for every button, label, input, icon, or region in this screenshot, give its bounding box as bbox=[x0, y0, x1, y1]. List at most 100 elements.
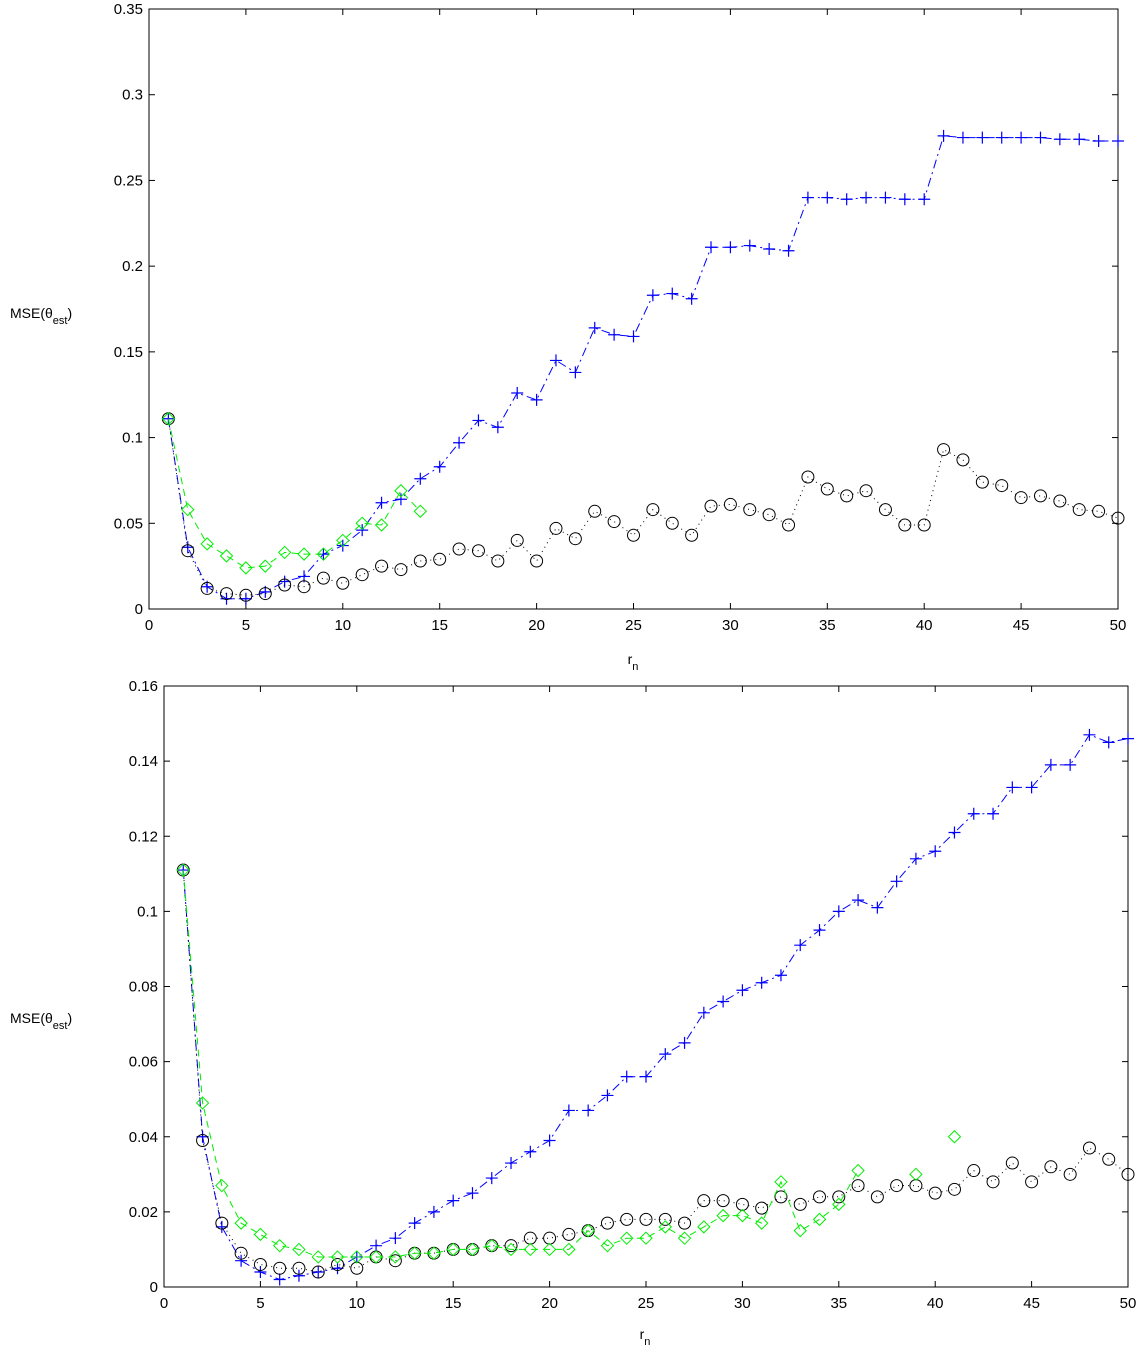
plus-point bbox=[370, 1239, 383, 1252]
plus-point bbox=[879, 191, 892, 204]
plus-point bbox=[235, 1254, 248, 1267]
diamond-point bbox=[195, 1096, 210, 1110]
circle-point bbox=[917, 518, 931, 532]
plus-point bbox=[956, 131, 969, 144]
x-tick-label: 20 bbox=[528, 617, 545, 634]
plus-point bbox=[511, 387, 524, 399]
plus-point bbox=[336, 539, 349, 552]
circle-point bbox=[1025, 1175, 1039, 1189]
plus-point bbox=[408, 1217, 421, 1230]
circle-point bbox=[239, 588, 253, 602]
plus-point bbox=[292, 1269, 305, 1282]
plus-point bbox=[646, 289, 659, 302]
plus-point bbox=[273, 1273, 286, 1286]
diamond-point bbox=[272, 1238, 287, 1253]
circle-point bbox=[316, 571, 330, 585]
plus-point bbox=[832, 905, 845, 918]
diamond-point bbox=[258, 559, 272, 573]
circle-point bbox=[491, 554, 505, 568]
plus-point bbox=[724, 241, 737, 254]
plus-point bbox=[852, 894, 865, 907]
series-layer bbox=[161, 129, 1125, 605]
diamond-point bbox=[697, 1220, 711, 1234]
circle-point bbox=[697, 1194, 711, 1208]
x-tick-label: 25 bbox=[638, 1295, 655, 1312]
circle-point bbox=[471, 544, 485, 558]
plus-point bbox=[1122, 732, 1134, 745]
circle-point bbox=[1072, 503, 1086, 517]
y-tick-label: 0.08 bbox=[129, 979, 158, 996]
diamond-point bbox=[851, 1163, 865, 1178]
plus-point bbox=[1102, 736, 1115, 749]
diamond-point bbox=[336, 533, 350, 548]
diamond-point bbox=[581, 1223, 595, 1238]
diamond-point bbox=[239, 561, 253, 575]
series-diamond bbox=[161, 412, 428, 575]
series-line bbox=[167, 418, 421, 569]
series-plus bbox=[177, 728, 1134, 1286]
diamond-point bbox=[523, 1242, 538, 1257]
x-axis-label: rn bbox=[628, 651, 639, 673]
circle-point bbox=[549, 521, 563, 535]
y-tick-label: 0.15 bbox=[114, 344, 143, 361]
diamond-point bbox=[639, 1231, 653, 1245]
diamond-point bbox=[716, 1208, 730, 1223]
diamond-point bbox=[277, 545, 292, 560]
series-diamond bbox=[176, 863, 962, 1264]
circle-point bbox=[600, 1216, 614, 1230]
plus-point bbox=[717, 995, 730, 1008]
axes: 0 5 10 15 20 25 30 35 40 45 50 0 0.02 0.04 0.06 0.08 0.1… bbox=[129, 678, 1137, 1312]
plus-point bbox=[860, 191, 873, 204]
diamond-point bbox=[793, 1223, 807, 1238]
circle-point bbox=[394, 563, 408, 577]
plus-point bbox=[1073, 133, 1086, 146]
plus-point bbox=[1053, 133, 1066, 146]
circle-point bbox=[762, 508, 776, 522]
y-tick-label: 0.1 bbox=[122, 430, 143, 447]
diamond-point bbox=[774, 1175, 788, 1189]
plus-point bbox=[1015, 131, 1028, 144]
circle-point bbox=[292, 1261, 306, 1275]
bottom-panel: 0 5 10 15 20 25 30 35 40 45 50 0 0.02 0.04 0.06 0.08 0.1… bbox=[10, 678, 1136, 1348]
top-panel: 0 5 10 15 20 25 30 35 40 45 50 0 0.05 0.1 0.15 0.2 0.25 0… bbox=[10, 1, 1126, 673]
x-tick-label: 45 bbox=[1013, 617, 1030, 634]
circle-point bbox=[568, 532, 582, 546]
plus-point bbox=[239, 592, 252, 605]
circle-point bbox=[1063, 1167, 1077, 1181]
plus-point bbox=[1006, 781, 1019, 794]
y-tick-label: 0.16 bbox=[129, 678, 158, 695]
diamond-point bbox=[215, 1178, 229, 1193]
plus-point bbox=[601, 1089, 614, 1102]
circle-point bbox=[1005, 1156, 1019, 1170]
plus-point bbox=[705, 241, 718, 254]
x-tick-label: 15 bbox=[431, 617, 448, 634]
x-tick-label: 45 bbox=[1023, 1295, 1040, 1312]
y-tick-label: 0.05 bbox=[114, 515, 143, 532]
circle-point bbox=[278, 578, 292, 592]
plus-point bbox=[278, 575, 291, 588]
diamond-point bbox=[297, 547, 311, 561]
circle-point bbox=[859, 484, 873, 498]
plus-point bbox=[774, 969, 787, 982]
plus-point bbox=[1034, 131, 1047, 144]
circle-point bbox=[253, 1257, 267, 1271]
diamond-point bbox=[234, 1216, 248, 1230]
circle-point bbox=[646, 503, 660, 517]
plus-point bbox=[620, 1070, 633, 1083]
circle-point bbox=[995, 479, 1009, 493]
circle-point bbox=[813, 1190, 827, 1204]
diamond-point bbox=[355, 516, 369, 530]
plus-point bbox=[375, 496, 388, 509]
diamond-point bbox=[600, 1238, 615, 1253]
x-tick-label: 50 bbox=[1120, 1295, 1137, 1312]
x-tick-label: 40 bbox=[927, 1295, 944, 1312]
circle-point bbox=[665, 516, 679, 530]
plus-point bbox=[659, 1048, 672, 1061]
plus-point bbox=[685, 292, 698, 305]
plus-point bbox=[890, 875, 903, 888]
diamond-point bbox=[465, 1242, 480, 1257]
y-tick-label: 0 bbox=[135, 601, 143, 618]
series-plus bbox=[162, 129, 1124, 605]
diamond-point bbox=[677, 1231, 692, 1245]
circle-point bbox=[588, 504, 602, 518]
